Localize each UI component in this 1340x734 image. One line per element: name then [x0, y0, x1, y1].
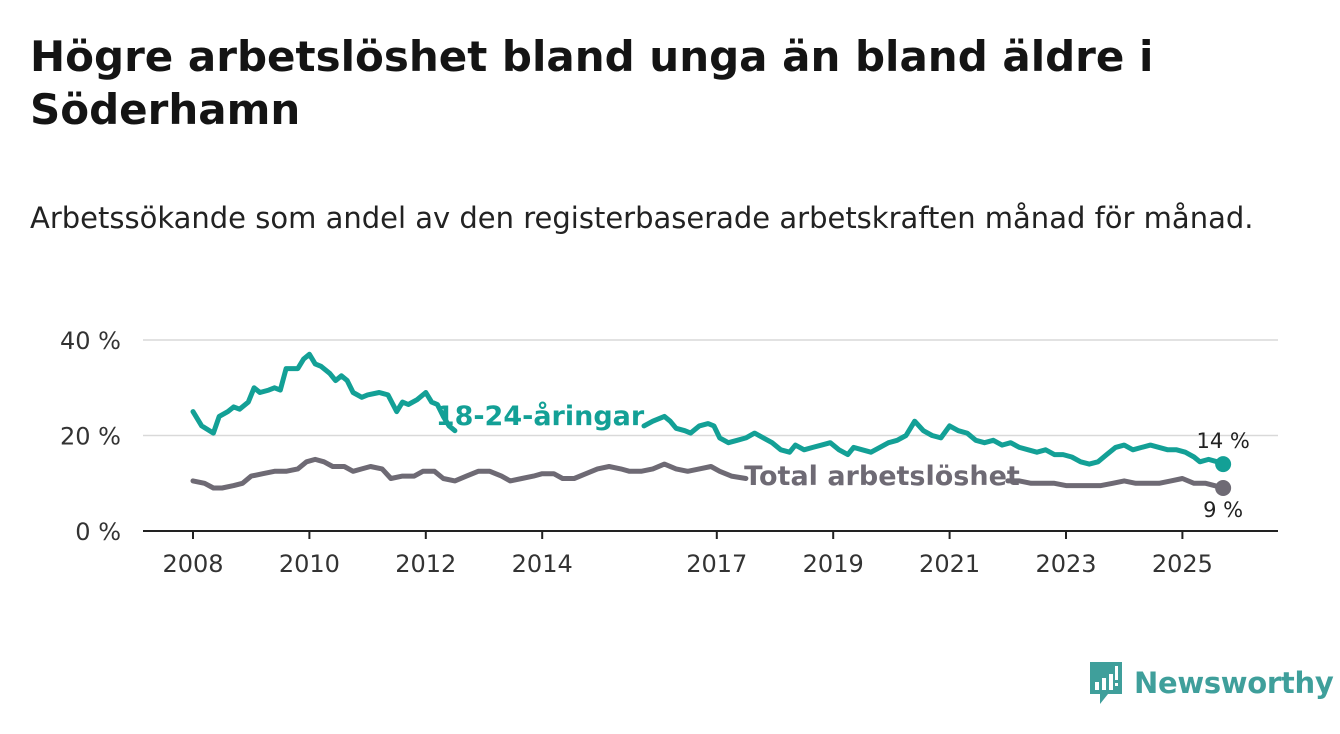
y-tick-label: 20 %	[60, 423, 121, 451]
x-tick-label: 2014	[512, 550, 573, 578]
series-end-label: 9 %	[1203, 498, 1243, 522]
series-end-point	[1215, 456, 1232, 473]
x-tick-label: 2021	[919, 550, 980, 578]
series-end-label: 14 %	[1196, 429, 1249, 453]
series-line	[190, 456, 749, 491]
grid-lines	[143, 339, 1278, 437]
chart-title: Högre arbetslöshet bland unga än bland ä…	[30, 32, 1154, 134]
series-lines	[190, 351, 1232, 497]
x-tick-label: 2010	[279, 550, 340, 578]
series-line	[1005, 476, 1226, 491]
y-axis: 0 % 20 % 40 %	[60, 327, 121, 546]
series-labels: 14 % 9 % 18-24-åringar Total arbetslöshet	[436, 400, 1250, 522]
x-tick-label: 2019	[803, 550, 864, 578]
x-axis: 2008 2010 2012 2014 2017 2019 2021 2023 2025	[143, 530, 1278, 578]
series-end-point	[1215, 480, 1232, 497]
y-tick-label: 40 %	[60, 327, 121, 355]
x-tick-label: 2023	[1035, 550, 1096, 578]
y-tick-label: 0 %	[75, 518, 121, 546]
x-tick-label: 2025	[1152, 550, 1213, 578]
x-tick-label: 2012	[395, 550, 456, 578]
x-tick-label: 2008	[162, 550, 223, 578]
series-line	[190, 351, 458, 436]
bar-chart-icon	[1090, 662, 1122, 704]
series-line	[641, 413, 1226, 467]
brand-name: Newsworthy	[1134, 666, 1334, 700]
x-tick-label: 2017	[686, 550, 747, 578]
chart-subtitle: Arbetssökande som andel av den registerb…	[30, 201, 1254, 235]
series-name-label: 18-24-åringar	[436, 400, 645, 432]
newsworthy-logo: Newsworthy	[1088, 660, 1334, 706]
series-name-label: Total arbetslöshet	[744, 461, 1020, 492]
